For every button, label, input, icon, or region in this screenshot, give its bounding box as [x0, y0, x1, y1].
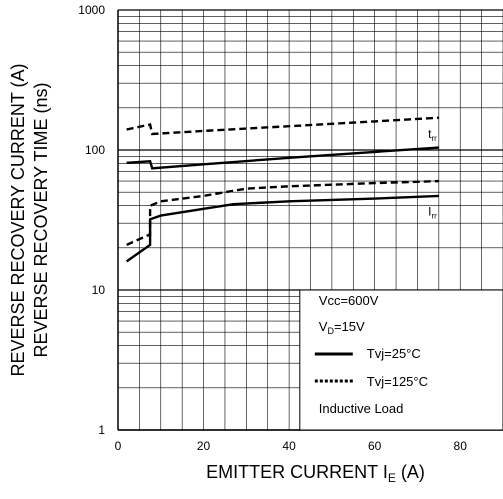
y-tick-label: 100: [85, 143, 105, 157]
series-trr-125c: [126, 116, 439, 136]
y-axis-title-current: REVERSE RECOVERY CURRENT (A): [8, 63, 28, 376]
series-trr-25c: [126, 146, 439, 170]
legend-vd: VD=15V: [319, 319, 365, 336]
y-tick-label: 1000: [78, 3, 105, 17]
curve-label-irr: Irr: [428, 205, 437, 221]
x-axis-title: EMITTER CURRENT IE (A): [206, 462, 425, 485]
tick-labels: 0 20 40 60 80 1 10 100 1000: [78, 3, 467, 453]
x-tick-label: 60: [368, 439, 382, 453]
y-tick-label: 1: [98, 423, 105, 437]
x-tick-label: 40: [282, 439, 296, 453]
y-axis-title-time: REVERSE RECOVERY TIME (ns): [31, 82, 51, 357]
x-tick-label: 0: [115, 439, 122, 453]
series-group: [125, 116, 439, 263]
legend-box: [299, 289, 503, 431]
legend-vcc: Vcc=600V: [319, 293, 379, 308]
series-irr-125c: [126, 179, 439, 246]
series-irr-25c: [125, 194, 439, 263]
legend-item-25c: Tvj=25°C: [367, 346, 421, 361]
legend-item-125c: Tvj=125°C: [367, 374, 428, 389]
legend-note: Inductive Load: [319, 401, 404, 416]
x-tick-label: 20: [197, 439, 211, 453]
y-tick-label: 10: [92, 283, 106, 297]
x-tick-label: 80: [454, 439, 468, 453]
curve-label-trr: trr: [428, 127, 437, 143]
legend: Vcc=600V VD=15V Tvj=25°C Tvj=125°C Induc…: [314, 293, 428, 416]
